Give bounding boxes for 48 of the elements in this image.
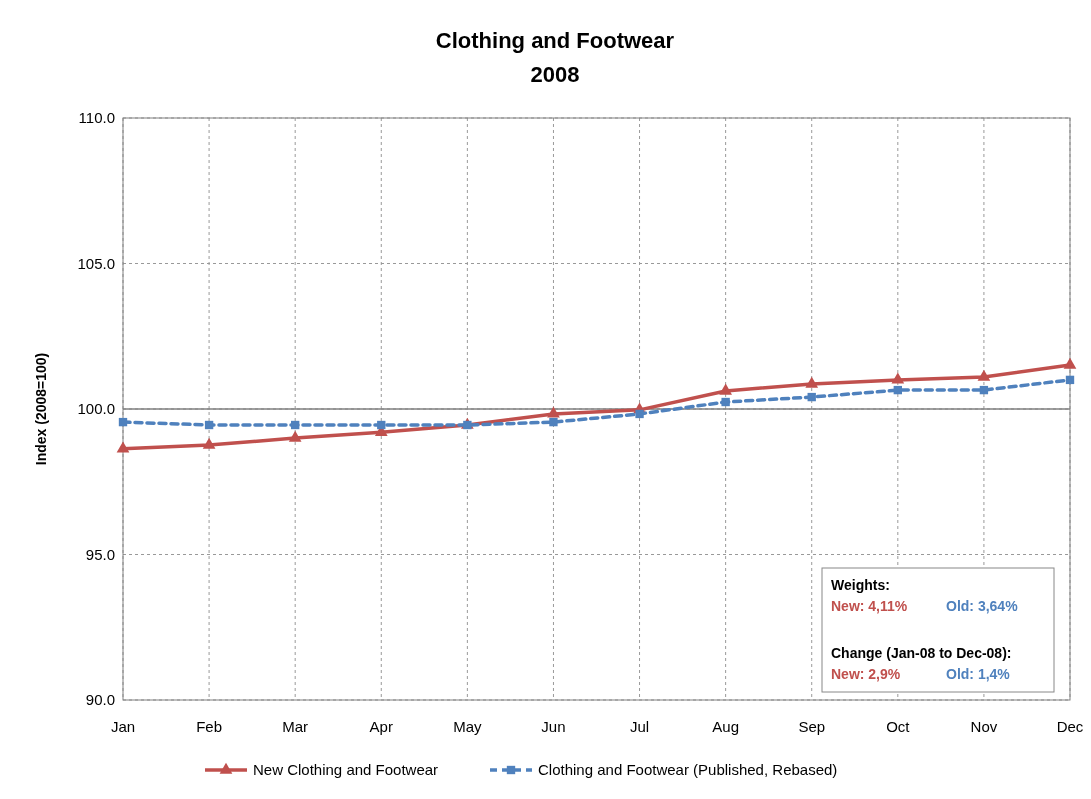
point xyxy=(893,385,902,395)
point xyxy=(721,397,730,407)
chart-subtitle: 2008 xyxy=(530,62,580,87)
y-tick-label: 110.0 xyxy=(78,109,115,127)
x-tick-label: Apr xyxy=(369,718,393,735)
annotation: Old: 3,64% xyxy=(946,598,1019,614)
chart-title: Clothing and Footwear xyxy=(435,28,675,53)
point xyxy=(635,409,644,419)
point xyxy=(204,420,214,430)
x-tick-label: Mar xyxy=(282,718,309,735)
x-tick-label: Feb xyxy=(196,718,223,735)
point xyxy=(377,420,386,430)
point xyxy=(291,420,300,430)
point xyxy=(805,376,819,388)
y-tick-label: 100.0 xyxy=(77,400,115,418)
point xyxy=(116,441,130,453)
y-axis-title: Index (2008=100) xyxy=(33,352,49,466)
y-tick-label: 105.0 xyxy=(77,254,115,272)
legend-label: New Clothing and Footwear xyxy=(253,761,439,778)
point xyxy=(891,372,905,384)
point xyxy=(1063,357,1077,369)
x-tick-label: May xyxy=(453,718,483,735)
x-tick-label: Oct xyxy=(886,718,911,735)
y-tick-label: 95.0 xyxy=(85,545,115,563)
x-tick-label: Jul xyxy=(629,718,650,735)
x-tick-label: Nov xyxy=(970,718,998,735)
legend-label: Clothing and Footwear (Published, Rebased) xyxy=(538,761,838,778)
x-tick-label: Aug xyxy=(712,718,739,735)
point xyxy=(547,406,560,418)
annotation: New: 2,9% xyxy=(831,666,901,682)
point xyxy=(1065,375,1075,385)
point xyxy=(202,437,216,449)
x-tick-label: Sep xyxy=(798,718,826,735)
x-tick-label: Dec xyxy=(1056,718,1084,735)
point xyxy=(977,369,991,381)
point xyxy=(549,417,558,427)
annotation: Old: 1,4% xyxy=(946,666,1011,682)
point xyxy=(979,385,989,395)
annotation: Change (Jan-08 to Dec-08): xyxy=(831,645,1012,661)
point xyxy=(288,430,302,442)
point xyxy=(807,392,816,402)
annotation: New: 4,11% xyxy=(831,598,908,614)
y-tick-label: 90.0 xyxy=(85,691,115,709)
x-tick-label: Jun xyxy=(541,718,566,735)
point xyxy=(118,417,128,427)
annotation: Weights: xyxy=(831,577,890,593)
point xyxy=(719,383,732,395)
x-tick-label: Jan xyxy=(110,718,136,735)
